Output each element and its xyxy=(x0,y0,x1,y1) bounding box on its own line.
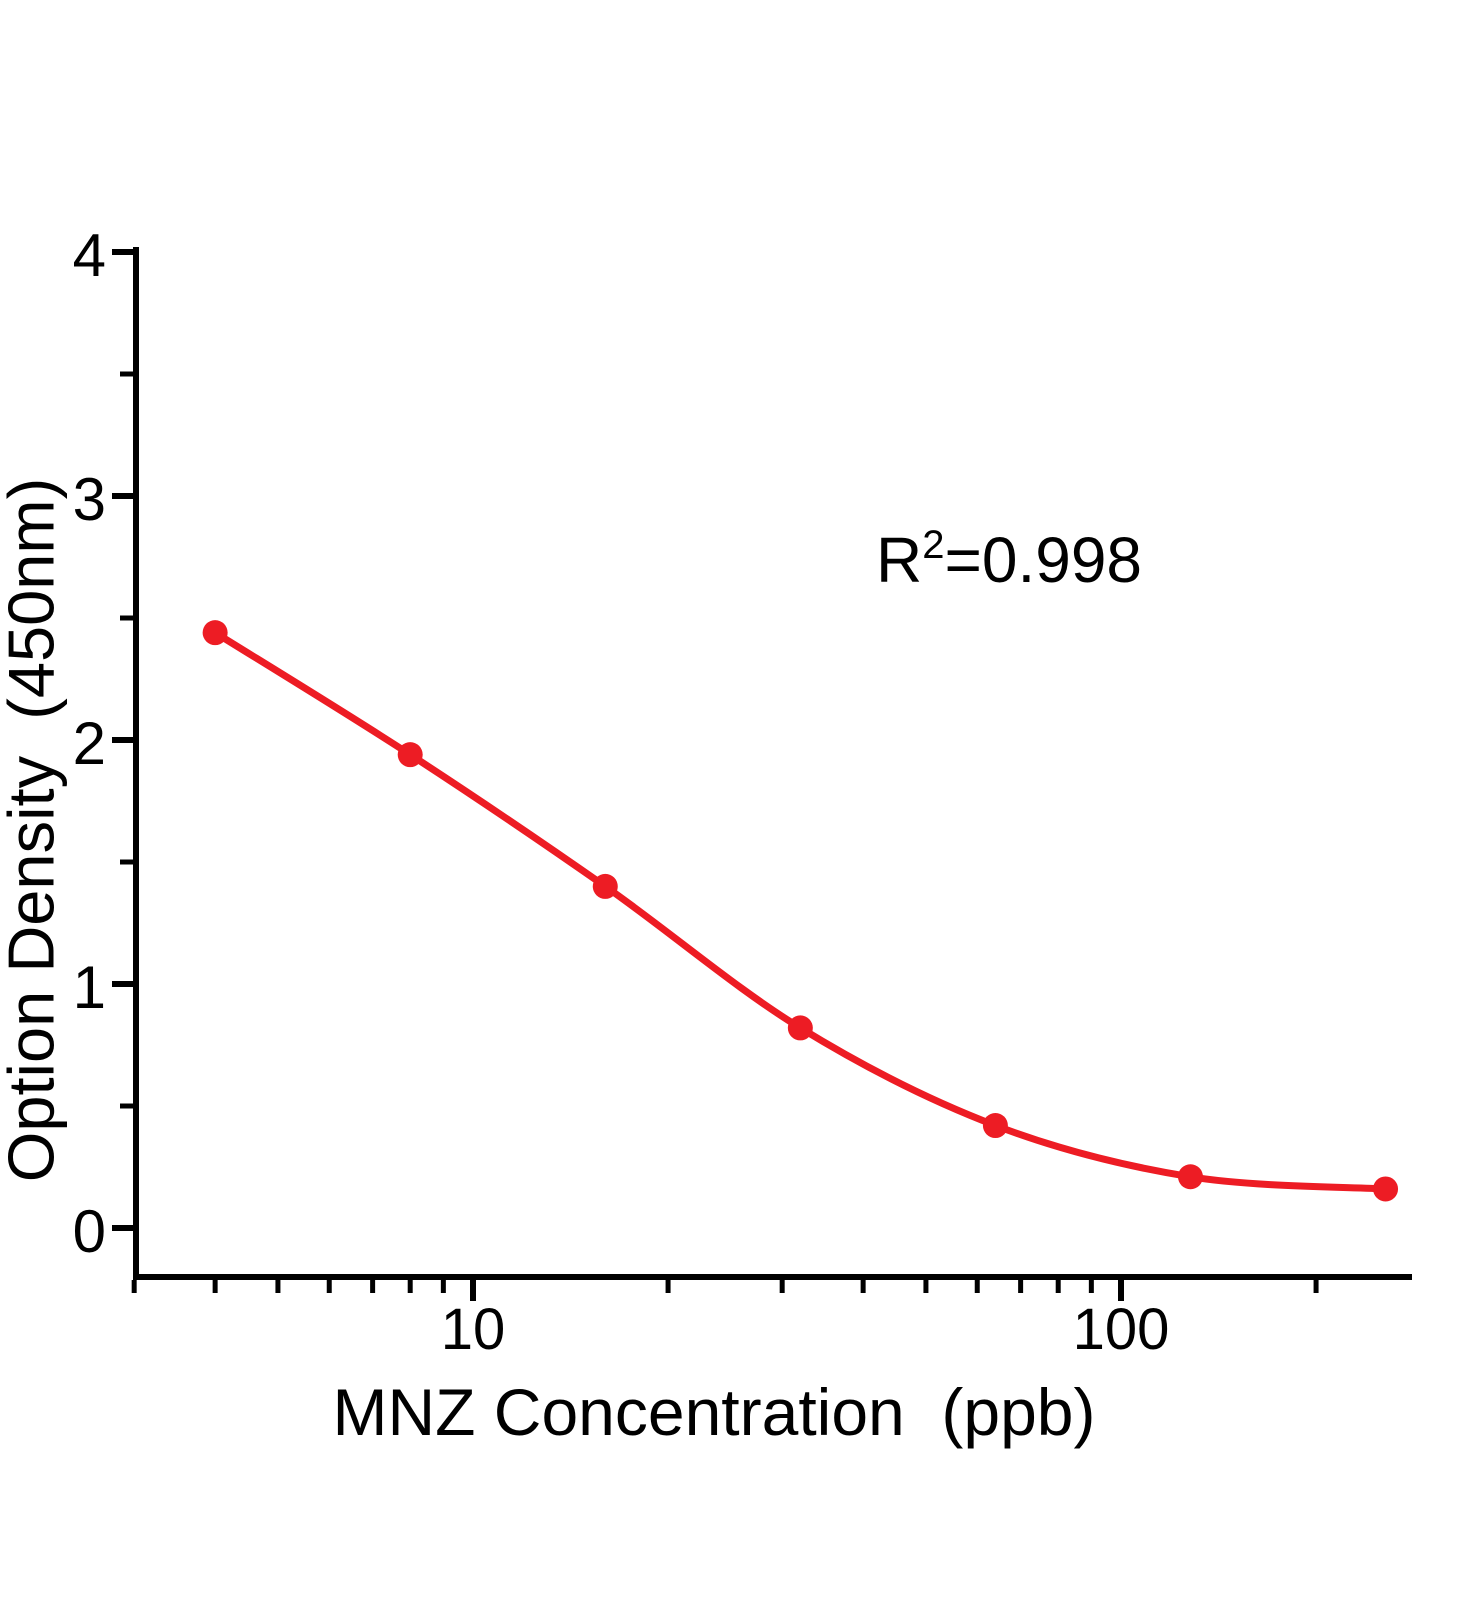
y-tick-label-3: 3 xyxy=(72,466,106,533)
r-squared-annotation: R2=0.998 xyxy=(876,525,1142,592)
data-point xyxy=(202,620,228,646)
x-axis-title: MNZ Concentration (ppb) xyxy=(332,1375,1096,1449)
data-point xyxy=(1373,1176,1399,1202)
data-point xyxy=(592,873,618,899)
x-tick-label-10: 10 xyxy=(440,1297,506,1362)
fit-curve xyxy=(211,629,1389,1193)
y-tick-label-4: 4 xyxy=(72,222,106,289)
y-axis-title: Option Density (450nm) xyxy=(0,477,68,1183)
data-point xyxy=(787,1015,813,1041)
r-squared-value: =0.998 xyxy=(944,524,1142,596)
x-tick-label-100: 100 xyxy=(1072,1297,1170,1362)
data-point xyxy=(1177,1164,1203,1190)
r-squared-exponent: 2 xyxy=(922,523,945,567)
y-tick-label-2: 2 xyxy=(72,710,106,777)
y-tick-label-0: 0 xyxy=(72,1198,106,1265)
y-tick-label-1: 1 xyxy=(72,954,106,1021)
r-squared-base: R xyxy=(876,524,923,596)
data-point xyxy=(397,742,423,768)
data-point xyxy=(982,1113,1008,1139)
